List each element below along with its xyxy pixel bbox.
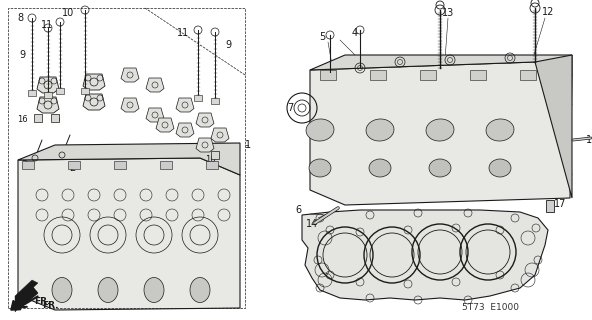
- Ellipse shape: [52, 277, 72, 302]
- Text: 10: 10: [62, 8, 74, 18]
- Ellipse shape: [429, 159, 451, 177]
- Bar: [28, 90, 36, 96]
- Text: 8: 8: [17, 13, 23, 23]
- Ellipse shape: [309, 159, 331, 177]
- Ellipse shape: [366, 119, 394, 141]
- Bar: [44, 92, 52, 98]
- Polygon shape: [310, 62, 572, 205]
- Text: 3: 3: [21, 160, 27, 170]
- Polygon shape: [146, 78, 164, 92]
- Bar: [206, 161, 218, 169]
- Polygon shape: [176, 123, 194, 137]
- Bar: [81, 88, 89, 94]
- Text: FR.: FR.: [34, 298, 50, 307]
- Text: 9: 9: [19, 50, 25, 60]
- Text: 1: 1: [245, 140, 251, 150]
- Polygon shape: [310, 55, 572, 75]
- Polygon shape: [18, 158, 240, 310]
- Ellipse shape: [98, 277, 118, 302]
- Polygon shape: [121, 68, 139, 82]
- Polygon shape: [37, 97, 59, 113]
- Polygon shape: [83, 74, 105, 90]
- Bar: [51, 114, 59, 122]
- Text: 11: 11: [177, 28, 189, 38]
- Ellipse shape: [144, 277, 164, 302]
- Text: 15: 15: [586, 135, 592, 145]
- Bar: [470, 70, 486, 80]
- Text: 16: 16: [17, 116, 27, 124]
- Bar: [22, 161, 34, 169]
- Bar: [420, 70, 436, 80]
- Text: 4: 4: [352, 28, 358, 38]
- Text: 16: 16: [205, 156, 215, 164]
- Polygon shape: [302, 210, 548, 300]
- Polygon shape: [156, 118, 174, 132]
- Bar: [56, 88, 64, 94]
- Polygon shape: [37, 77, 59, 93]
- Polygon shape: [196, 113, 214, 127]
- Ellipse shape: [369, 159, 391, 177]
- Text: 16: 16: [50, 116, 60, 124]
- Text: 11: 11: [41, 20, 53, 30]
- Bar: [68, 161, 80, 169]
- Bar: [34, 114, 42, 122]
- Bar: [211, 151, 219, 159]
- Text: 6: 6: [295, 205, 301, 215]
- Text: 9: 9: [225, 40, 231, 50]
- Bar: [320, 70, 336, 80]
- Bar: [194, 95, 202, 101]
- Polygon shape: [18, 143, 240, 175]
- Polygon shape: [146, 108, 164, 122]
- Text: 14: 14: [306, 219, 318, 229]
- Bar: [114, 161, 126, 169]
- Ellipse shape: [486, 119, 514, 141]
- Polygon shape: [121, 98, 139, 112]
- Polygon shape: [196, 138, 214, 152]
- Text: 5T73  E1000: 5T73 E1000: [462, 303, 519, 313]
- Polygon shape: [176, 98, 194, 112]
- Bar: [160, 161, 172, 169]
- Bar: [370, 70, 386, 80]
- Text: 2: 2: [69, 163, 75, 173]
- Text: 17: 17: [554, 199, 566, 209]
- Polygon shape: [535, 55, 572, 198]
- Ellipse shape: [190, 277, 210, 302]
- Polygon shape: [211, 128, 229, 142]
- Ellipse shape: [426, 119, 454, 141]
- Bar: [211, 98, 219, 104]
- FancyArrow shape: [11, 287, 37, 310]
- Bar: [8, 8, 245, 308]
- Polygon shape: [83, 94, 105, 110]
- Ellipse shape: [489, 159, 511, 177]
- Text: 13: 13: [442, 8, 454, 18]
- Polygon shape: [15, 280, 38, 312]
- Text: 7: 7: [287, 103, 293, 113]
- Text: 5: 5: [319, 32, 325, 42]
- Ellipse shape: [306, 119, 334, 141]
- Text: FR.: FR.: [42, 301, 58, 310]
- Bar: [520, 70, 536, 80]
- Bar: [546, 200, 554, 212]
- Text: 12: 12: [542, 7, 554, 17]
